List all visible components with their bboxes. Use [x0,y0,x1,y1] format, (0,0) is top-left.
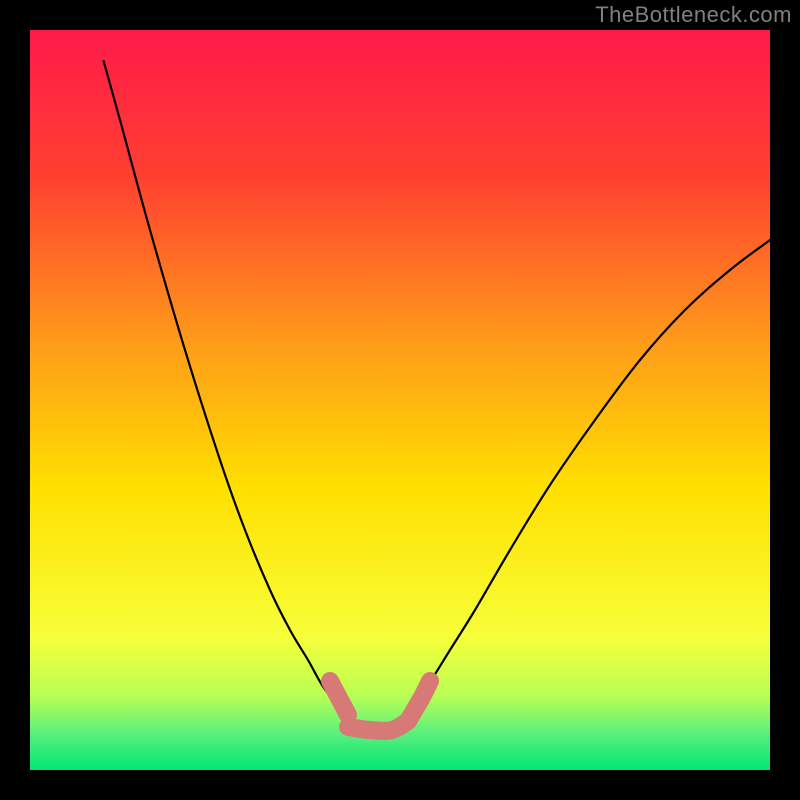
watermark-text: TheBottleneck.com [595,2,792,28]
gradient-bg [30,30,770,770]
bottleneck-chart [0,0,800,800]
marker-segment-1 [348,721,408,731]
chart-stage: TheBottleneck.com [0,0,800,800]
